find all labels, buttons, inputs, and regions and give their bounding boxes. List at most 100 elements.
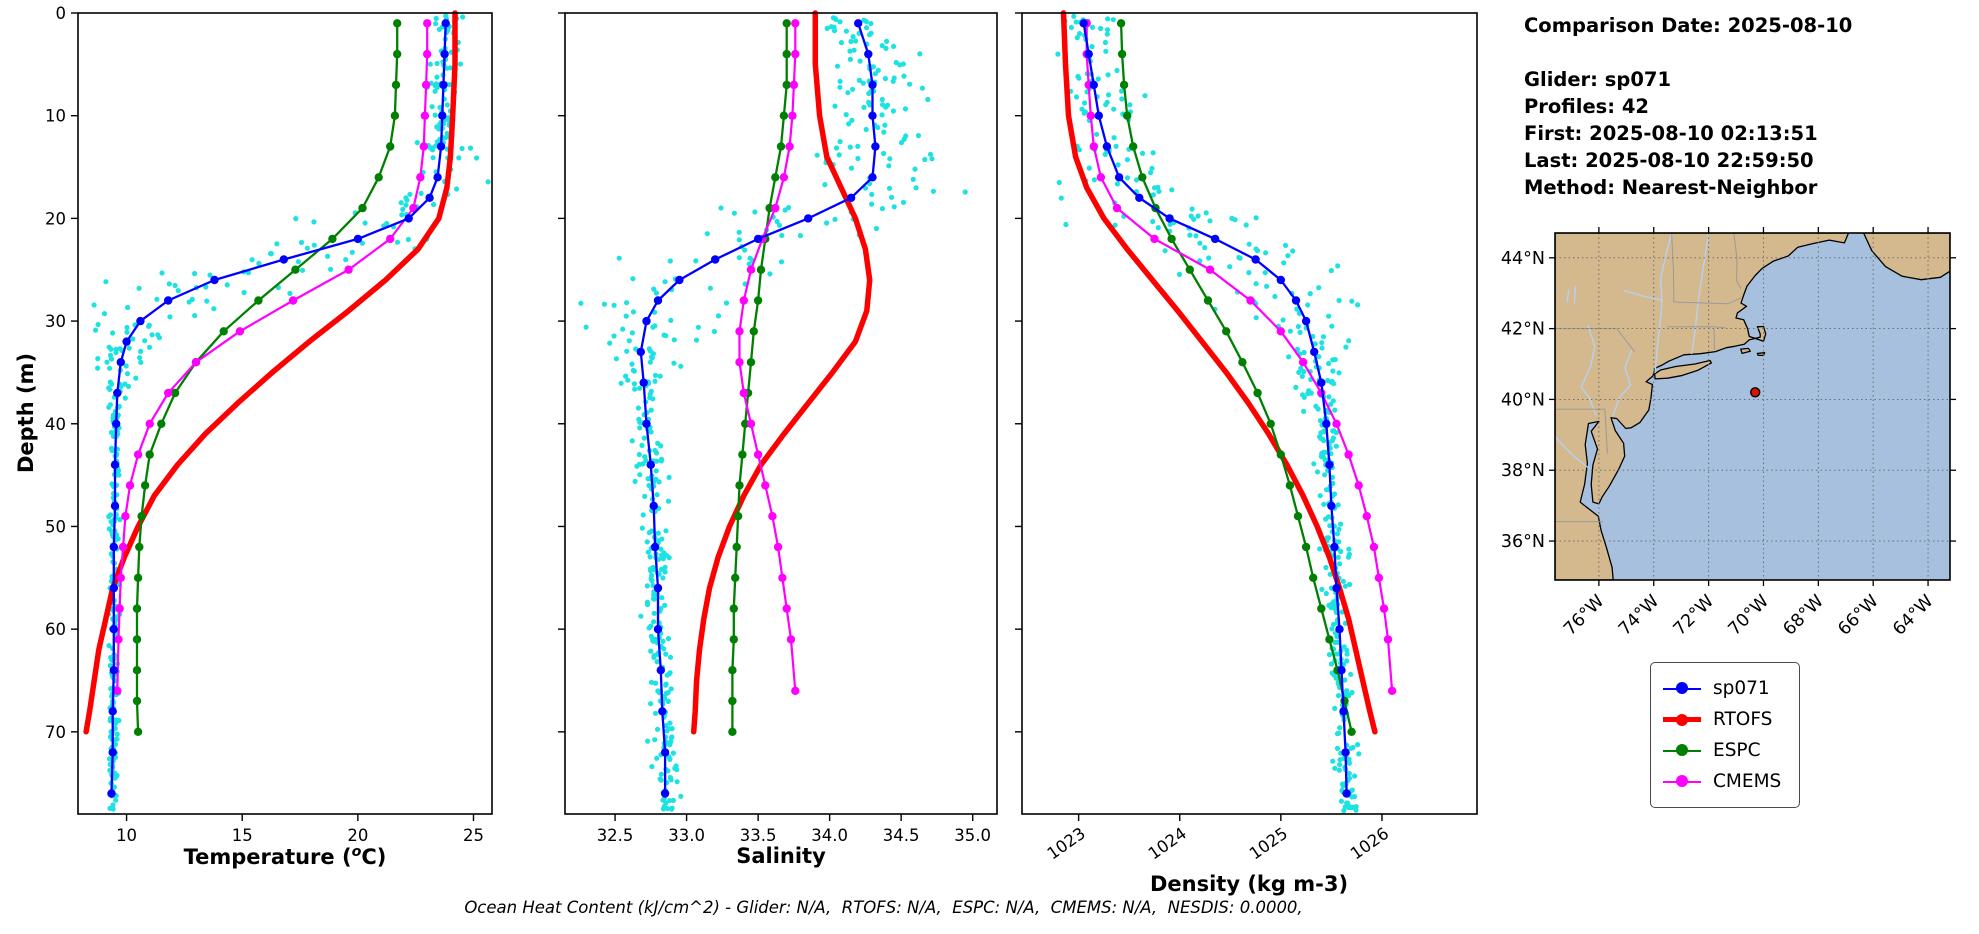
y-tick-label: 20 (45, 209, 66, 228)
map-lon-tick-label: 74°W (1615, 591, 1663, 639)
land-polygon (1862, 233, 1950, 281)
location-map: 76°W 74°W 72°W 70°W 68°W 66°W 64°W 44°N 42°N 40°N… (1501, 227, 1956, 640)
legend-label-cmems: CMEMS (1713, 771, 1782, 792)
map-canvas (1555, 233, 1950, 580)
river-line (1555, 436, 1590, 470)
temperature-axis-label-sup: o (351, 844, 362, 860)
map-lat-tick-label: 42°N (1501, 320, 1545, 340)
river-line (1573, 286, 1577, 304)
map-lat-tick-label: 38°N (1501, 461, 1545, 481)
map-frame (1554, 232, 1951, 581)
x-tick-label: 25 (463, 826, 484, 845)
legend-line-marker-rtofs (1663, 713, 1701, 726)
y-tick-label: 0 (56, 4, 67, 23)
series-ESPC (728, 19, 791, 736)
temperature-panel: 10 15 20 25 0 10 20 30 40 50 60 70 (45, 4, 493, 845)
series-CMEMS (735, 19, 800, 695)
profiles-text: Profiles: 42 (1524, 95, 1649, 118)
legend-line-marker-sp071 (1663, 682, 1701, 695)
river-line (1690, 233, 1710, 355)
info-spacer (1524, 39, 1852, 66)
river-line (1566, 289, 1570, 303)
legend-line-marker-espc (1663, 744, 1701, 757)
series-sp071 (636, 19, 880, 798)
x-tick-label: 1023 (1044, 824, 1089, 864)
land-polygon (1555, 233, 1850, 580)
legend-dot-cmems (1676, 775, 1688, 788)
first-time-text: First: 2025-08-10 02:13:51 (1524, 122, 1818, 145)
temperature-axis-label: Temperature (oC) (184, 844, 387, 869)
method-text: Method: Nearest-Neighbor (1524, 176, 1818, 199)
panel-frame (77, 12, 493, 815)
panel-frame (564, 12, 998, 815)
x-tick-label: 32.5 (597, 826, 634, 845)
state-border-line (1733, 233, 1742, 290)
x-tick-label: 1026 (1347, 824, 1392, 864)
glider-location-marker (1750, 387, 1761, 398)
y-tick-label: 70 (45, 723, 66, 742)
y-tick-label: 10 (45, 107, 66, 126)
x-tick-label: 15 (232, 826, 253, 845)
glider-raw-salinity (578, 15, 968, 812)
series-sp071 (1079, 19, 1351, 798)
density-panel: 1023 1024 1025 1026 (1015, 10, 1478, 864)
state-border-line (1604, 409, 1608, 454)
legend-entry-cmems: CMEMS (1663, 766, 1781, 797)
legend-label-rtofs: RTOFS (1713, 709, 1773, 730)
legend-entry-rtofs: RTOFS (1663, 704, 1781, 735)
x-tick-label: 10 (116, 826, 137, 845)
depth-axis-label: Depth (m) (14, 352, 38, 474)
x-tick-label: 1024 (1145, 824, 1190, 864)
glider-raw-temperature (91, 13, 491, 812)
series-RTOFS (690, 10, 873, 735)
legend: sp071 RTOFS ESPC CMEMS (1650, 662, 1801, 808)
glider-raw-density (1055, 13, 1362, 814)
map-lat-tick-label: 36°N (1501, 532, 1545, 552)
legend-label-sp071: sp071 (1713, 678, 1770, 699)
state-border-line (1667, 326, 1726, 329)
y-tick-label: 50 (45, 517, 66, 536)
map-lon-tick-label: 70°W (1725, 591, 1773, 639)
x-tick-label: 33.0 (668, 826, 705, 845)
map-lon-tick-label: 72°W (1670, 591, 1718, 639)
density-axis-label: Density (kg m-3) (1149, 872, 1349, 896)
legend-label-espc: ESPC (1713, 740, 1761, 761)
legend-dot-rtofs (1676, 713, 1688, 726)
x-tick-label: 33.5 (740, 826, 777, 845)
ohc-caption: Ocean Heat Content (kJ/cm^2) - Glider: N… (464, 898, 1303, 917)
series-RTOFS (83, 10, 458, 735)
state-border-line (1616, 328, 1635, 352)
land-polygon (1653, 359, 1713, 380)
series-CMEMS (113, 19, 432, 695)
comparison-date-text: Comparison Date: 2025-08-10 (1524, 14, 1853, 37)
salinity-axis-label: Salinity (736, 844, 826, 868)
map-lon-tick-label: 64°W (1889, 591, 1937, 639)
river-line (1654, 233, 1673, 373)
map-lon-tick-label: 76°W (1560, 591, 1608, 639)
x-tick-label: 20 (347, 826, 368, 845)
x-tick-label: 34.5 (883, 826, 920, 845)
panel-frame (1021, 12, 1478, 815)
series-sp071 (107, 19, 450, 798)
y-tick-label: 30 (45, 312, 66, 331)
x-tick-label: 35.0 (954, 826, 991, 845)
series-RTOFS (1060, 10, 1378, 735)
state-border-line (1671, 233, 1675, 303)
legend-dot-sp071 (1676, 682, 1688, 695)
river-line (1580, 324, 1597, 416)
legend-line-marker-cmems (1663, 775, 1701, 788)
temperature-axis-label-suffix: C) (361, 845, 387, 869)
info-panel: Comparison Date: 2025-08-10 Glider: sp07… (1524, 12, 1852, 201)
last-time-text: Last: 2025-08-10 22:59:50 (1524, 149, 1814, 172)
land-polygon (1740, 347, 1751, 355)
x-tick-label: 34.0 (811, 826, 848, 845)
river-line (1611, 349, 1633, 417)
state-border-line (1673, 297, 1742, 305)
legend-entry-sp071: sp071 (1663, 673, 1781, 704)
y-tick-label: 40 (45, 415, 66, 434)
map-lon-tick-label: 66°W (1834, 591, 1882, 639)
series-ESPC (132, 19, 402, 736)
map-lat-tick-label: 40°N (1501, 390, 1545, 410)
